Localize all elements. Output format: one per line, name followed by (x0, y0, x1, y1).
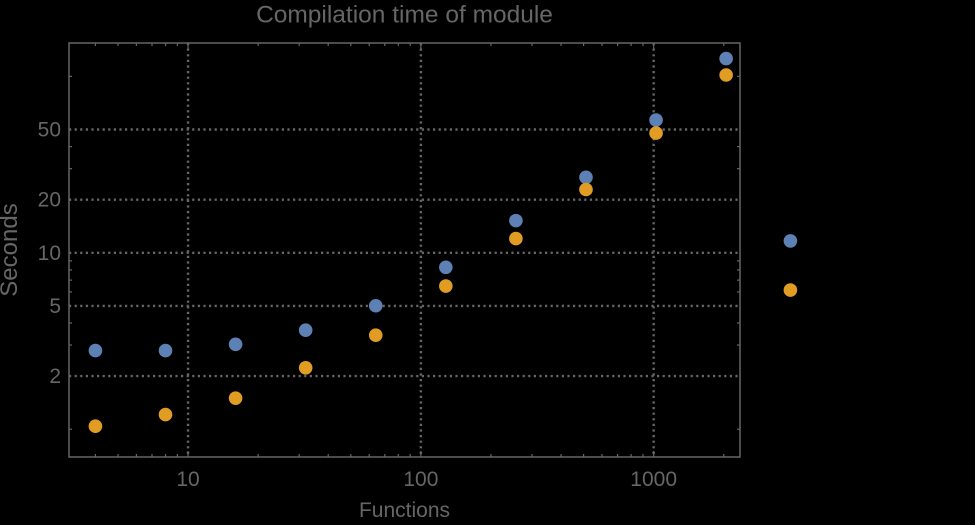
svg-text:100: 100 (403, 468, 438, 491)
svg-text:5: 5 (49, 295, 61, 318)
svg-text:10: 10 (176, 468, 199, 491)
svg-text:10: 10 (38, 242, 61, 265)
svg-text:50: 50 (38, 118, 61, 141)
svg-text:Seconds: Seconds (0, 203, 23, 296)
svg-text:1000: 1000 (630, 468, 677, 491)
svg-text:2: 2 (49, 365, 61, 388)
svg-text:20: 20 (38, 189, 61, 212)
svg-text:Functions: Functions (359, 499, 450, 522)
svg-text:Compilation time of module: Compilation time of module (256, 2, 553, 29)
